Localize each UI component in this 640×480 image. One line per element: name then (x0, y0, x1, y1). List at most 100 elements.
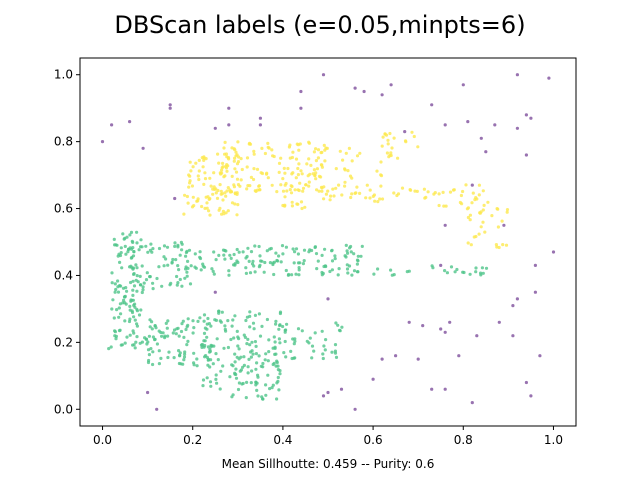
data-point (230, 324, 234, 328)
data-point (416, 357, 420, 361)
data-point (141, 285, 145, 289)
data-point (279, 260, 283, 264)
data-point (334, 321, 338, 325)
data-point (244, 318, 248, 323)
data-point (155, 276, 159, 281)
data-point (477, 183, 481, 187)
data-point (217, 208, 221, 212)
data-point (176, 326, 180, 330)
data-point (248, 325, 252, 329)
data-point (353, 407, 357, 411)
data-point (443, 269, 447, 273)
data-point (271, 362, 275, 367)
data-point (474, 266, 478, 270)
data-point (449, 265, 454, 269)
data-point (267, 338, 271, 342)
data-point (206, 316, 210, 321)
x-tick-label: 0.0 (93, 433, 112, 447)
data-point (291, 337, 295, 341)
data-point (147, 334, 151, 338)
data-point (320, 189, 324, 193)
data-point (144, 244, 148, 248)
data-point (315, 188, 319, 192)
data-point (128, 304, 132, 308)
data-point (225, 163, 229, 167)
data-point (216, 188, 220, 193)
data-point (217, 311, 221, 315)
data-point (162, 244, 167, 248)
data-point (236, 387, 241, 392)
data-point (261, 361, 265, 366)
data-point (126, 250, 130, 254)
data-point (275, 258, 279, 263)
data-point (278, 372, 282, 376)
data-point (282, 351, 286, 355)
data-point (196, 174, 200, 178)
data-point (495, 207, 499, 211)
data-point (228, 375, 232, 379)
data-point (330, 268, 334, 272)
data-point (323, 247, 327, 251)
data-point (211, 192, 215, 196)
data-point (189, 264, 193, 268)
data-point (364, 196, 368, 200)
data-point (252, 177, 256, 182)
data-point (470, 183, 474, 187)
data-point (236, 344, 240, 348)
data-point (119, 284, 123, 288)
data-point (461, 83, 465, 87)
data-point (132, 315, 136, 319)
data-point (396, 156, 400, 160)
data-point (257, 265, 261, 269)
data-point (354, 191, 358, 195)
data-point (290, 155, 294, 160)
data-point (443, 387, 447, 391)
data-point (159, 356, 163, 360)
data-point (275, 397, 279, 401)
data-point (524, 380, 529, 385)
data-point (336, 273, 340, 277)
data-point (191, 319, 195, 323)
data-point (221, 165, 225, 169)
data-point (131, 329, 135, 333)
data-point (547, 76, 551, 80)
data-point (244, 271, 248, 275)
data-point (297, 266, 301, 270)
data-point (350, 159, 354, 163)
data-point (310, 356, 314, 360)
data-point (480, 266, 484, 270)
data-point (453, 270, 457, 274)
data-point (125, 235, 129, 239)
data-point (235, 329, 239, 333)
data-point (201, 384, 205, 388)
data-point (265, 249, 269, 253)
data-point (441, 190, 445, 194)
data-point (189, 169, 193, 173)
data-point (302, 248, 307, 252)
data-point (274, 319, 278, 323)
data-point (481, 220, 485, 224)
data-point (131, 288, 135, 292)
data-point (222, 346, 226, 350)
data-point (180, 242, 184, 246)
data-point (285, 189, 289, 193)
data-point (255, 361, 259, 365)
data-point (284, 355, 288, 359)
data-point (185, 274, 189, 278)
data-point (129, 298, 133, 302)
data-point (137, 313, 142, 317)
data-point (207, 197, 211, 201)
data-point (248, 343, 252, 347)
data-point (173, 244, 177, 248)
data-point (168, 106, 172, 110)
data-point (233, 191, 237, 195)
data-point (179, 329, 184, 334)
data-point (145, 271, 149, 275)
data-point (273, 345, 277, 349)
data-point (215, 337, 219, 341)
data-point (504, 243, 509, 247)
data-point (379, 184, 383, 188)
data-point (286, 166, 290, 171)
data-point (191, 195, 195, 199)
